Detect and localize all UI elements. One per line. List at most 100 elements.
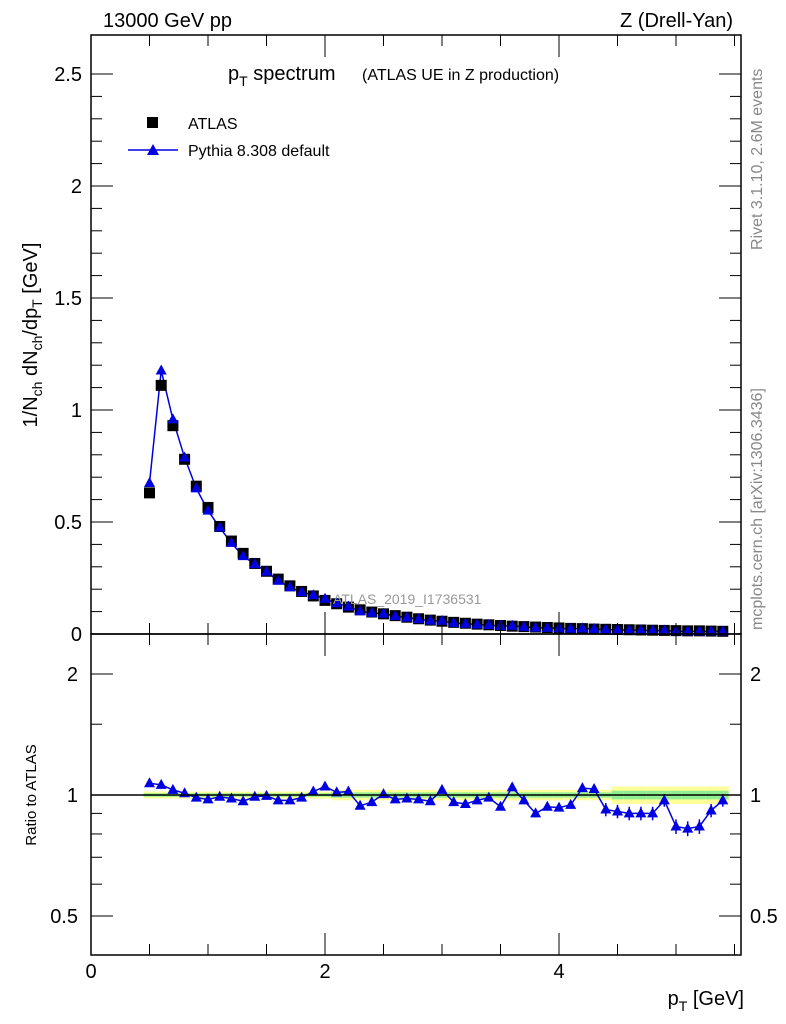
ratio-point bbox=[202, 793, 214, 804]
ratio-point bbox=[658, 794, 670, 805]
mc-point bbox=[319, 592, 331, 603]
mc-point bbox=[249, 558, 261, 569]
mc-point bbox=[623, 624, 635, 635]
x-tick-label: 2 bbox=[319, 961, 330, 983]
y-tick-label: 0.5 bbox=[54, 512, 82, 534]
ratio-y-tick-label-right: 2 bbox=[750, 664, 761, 686]
title-note: (ATLAS UE in Z production) bbox=[362, 67, 559, 84]
legend-atlas: ATLAS bbox=[188, 116, 238, 133]
mc-point bbox=[600, 623, 612, 634]
ratio-plot bbox=[144, 777, 729, 837]
mc-point bbox=[389, 610, 401, 621]
mc-point bbox=[202, 504, 214, 515]
mc-point bbox=[331, 597, 343, 608]
ratio-point bbox=[495, 800, 506, 811]
ratio-point bbox=[459, 797, 471, 808]
ratio-y-tick-label-right: 1 bbox=[750, 785, 761, 807]
ratio-point bbox=[366, 796, 378, 807]
ratio-point bbox=[272, 794, 284, 805]
mc-point bbox=[518, 620, 530, 631]
title-sub: T bbox=[239, 73, 248, 89]
ratio-point bbox=[249, 790, 261, 801]
mc-point bbox=[658, 624, 670, 635]
y-tick-label: 1 bbox=[71, 400, 82, 422]
atlas-point bbox=[155, 379, 167, 391]
mc-point bbox=[506, 619, 518, 630]
mc-point bbox=[565, 622, 577, 633]
ratio-point bbox=[670, 820, 682, 831]
ratio-point bbox=[576, 782, 588, 793]
mc-point bbox=[635, 624, 647, 635]
atlas-point bbox=[144, 487, 155, 499]
ratio-point bbox=[225, 792, 237, 803]
ratio-point bbox=[448, 796, 460, 807]
ratio-point bbox=[541, 800, 553, 811]
ratio-point bbox=[331, 786, 343, 797]
ratio-point bbox=[518, 794, 530, 805]
ratio-point bbox=[717, 794, 729, 805]
ratio-point bbox=[237, 795, 249, 806]
ratio-y-tick-label: 0.5 bbox=[50, 906, 78, 928]
ratio-point bbox=[635, 807, 647, 818]
ratio-point bbox=[155, 778, 167, 789]
ratio-point bbox=[354, 799, 366, 810]
mc-point bbox=[144, 477, 155, 488]
main-plot bbox=[144, 364, 729, 637]
mc-point bbox=[588, 622, 600, 633]
x-tick-label: 4 bbox=[553, 961, 564, 983]
ratio-point bbox=[342, 785, 354, 796]
ratio-point bbox=[506, 781, 518, 792]
mc-point bbox=[284, 581, 296, 592]
header-left: 13000 GeV pp bbox=[103, 10, 232, 32]
ratio-point bbox=[436, 783, 448, 794]
side-rivet: Rivet 3.1.10, 2.6M events bbox=[749, 69, 766, 250]
ratio-point bbox=[319, 780, 331, 791]
mc-point bbox=[530, 621, 542, 632]
ratio-point bbox=[530, 807, 542, 818]
mc-point bbox=[378, 607, 389, 618]
mc-point bbox=[155, 364, 167, 375]
main-ylabel: 1/Nch dNch/dpT [GeV] bbox=[20, 243, 45, 428]
mc-point bbox=[436, 614, 448, 625]
ratio-point bbox=[693, 820, 705, 831]
ratio-point bbox=[600, 803, 612, 814]
ratio-point bbox=[296, 791, 308, 802]
mc-point bbox=[424, 614, 436, 625]
mc-point bbox=[459, 617, 471, 628]
mc-point bbox=[647, 624, 659, 635]
mc-point bbox=[354, 605, 366, 616]
ratio-point bbox=[424, 795, 436, 806]
ratio-point bbox=[588, 782, 600, 793]
mc-point bbox=[366, 606, 378, 617]
mc-point bbox=[471, 618, 483, 629]
ratio-point bbox=[623, 807, 635, 818]
ratio-point bbox=[483, 791, 495, 802]
mc-point bbox=[272, 574, 284, 585]
mc-point bbox=[179, 451, 191, 462]
ratio-point bbox=[307, 785, 319, 796]
ratio-point bbox=[413, 793, 425, 804]
mc-point bbox=[448, 616, 460, 627]
mc-point bbox=[307, 589, 319, 600]
ratio-point bbox=[214, 790, 226, 801]
y-tick-label: 2 bbox=[71, 176, 82, 198]
axes: 0 0.5 1 1.5 2 2.5 0 2 4 0.5 0.5 1 1 2 2 bbox=[50, 35, 778, 983]
mc-point bbox=[342, 600, 354, 611]
side-mcplots: mcplots.cern.ch [arXiv:1306.3436] bbox=[749, 388, 766, 630]
mc-point bbox=[413, 613, 425, 624]
mc-point bbox=[167, 413, 179, 424]
mc-point bbox=[261, 565, 272, 576]
title-rest: spectrum bbox=[248, 63, 336, 85]
mc-point bbox=[214, 521, 226, 532]
x-tick-label: 0 bbox=[85, 961, 96, 983]
mc-point bbox=[541, 621, 553, 632]
ratio-point bbox=[190, 791, 202, 802]
mc-point bbox=[693, 625, 705, 636]
ratio-y-tick-label: 1 bbox=[67, 785, 78, 807]
mc-point bbox=[401, 611, 413, 622]
ratio-ylabel: Ratio to ATLAS bbox=[23, 744, 40, 845]
title-p: p bbox=[228, 63, 239, 85]
mc-point bbox=[190, 482, 202, 493]
header-right: Z (Drell-Yan) bbox=[620, 10, 733, 32]
